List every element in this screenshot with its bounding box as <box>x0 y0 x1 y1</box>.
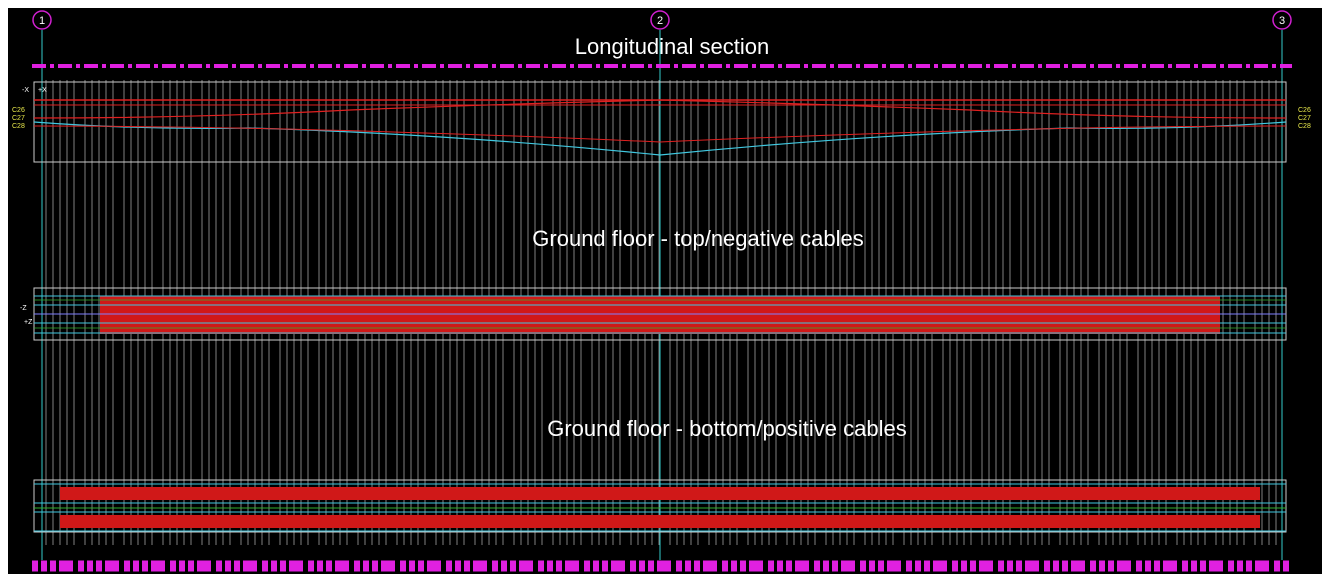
grid-bubble-label: 3 <box>1279 15 1285 27</box>
axis-label: -X <box>22 87 29 94</box>
cable-label: C27 <box>1298 115 1311 122</box>
cable-band <box>60 487 1260 500</box>
drawing-title: Longitudinal section <box>575 34 769 59</box>
grid-bubble-label: 2 <box>657 15 663 27</box>
axis-label: +Z <box>24 319 33 326</box>
cad-drawing: 1 2 3 Longitudinal section Ground floor … <box>0 0 1330 576</box>
cable-label: C28 <box>1298 123 1311 130</box>
grid-bubble-label: 1 <box>39 15 45 27</box>
axis-label: -Z <box>20 305 27 312</box>
axis-label: +X <box>38 87 47 94</box>
cable-label: C28 <box>12 123 25 130</box>
section-title: Ground floor - top/negative cables <box>532 226 863 251</box>
cable-label: C26 <box>1298 107 1311 114</box>
section-title: Ground floor - bottom/positive cables <box>547 416 907 441</box>
cable-label: C26 <box>12 107 25 114</box>
cable-band <box>60 515 1260 528</box>
cable-label: C27 <box>12 115 25 122</box>
